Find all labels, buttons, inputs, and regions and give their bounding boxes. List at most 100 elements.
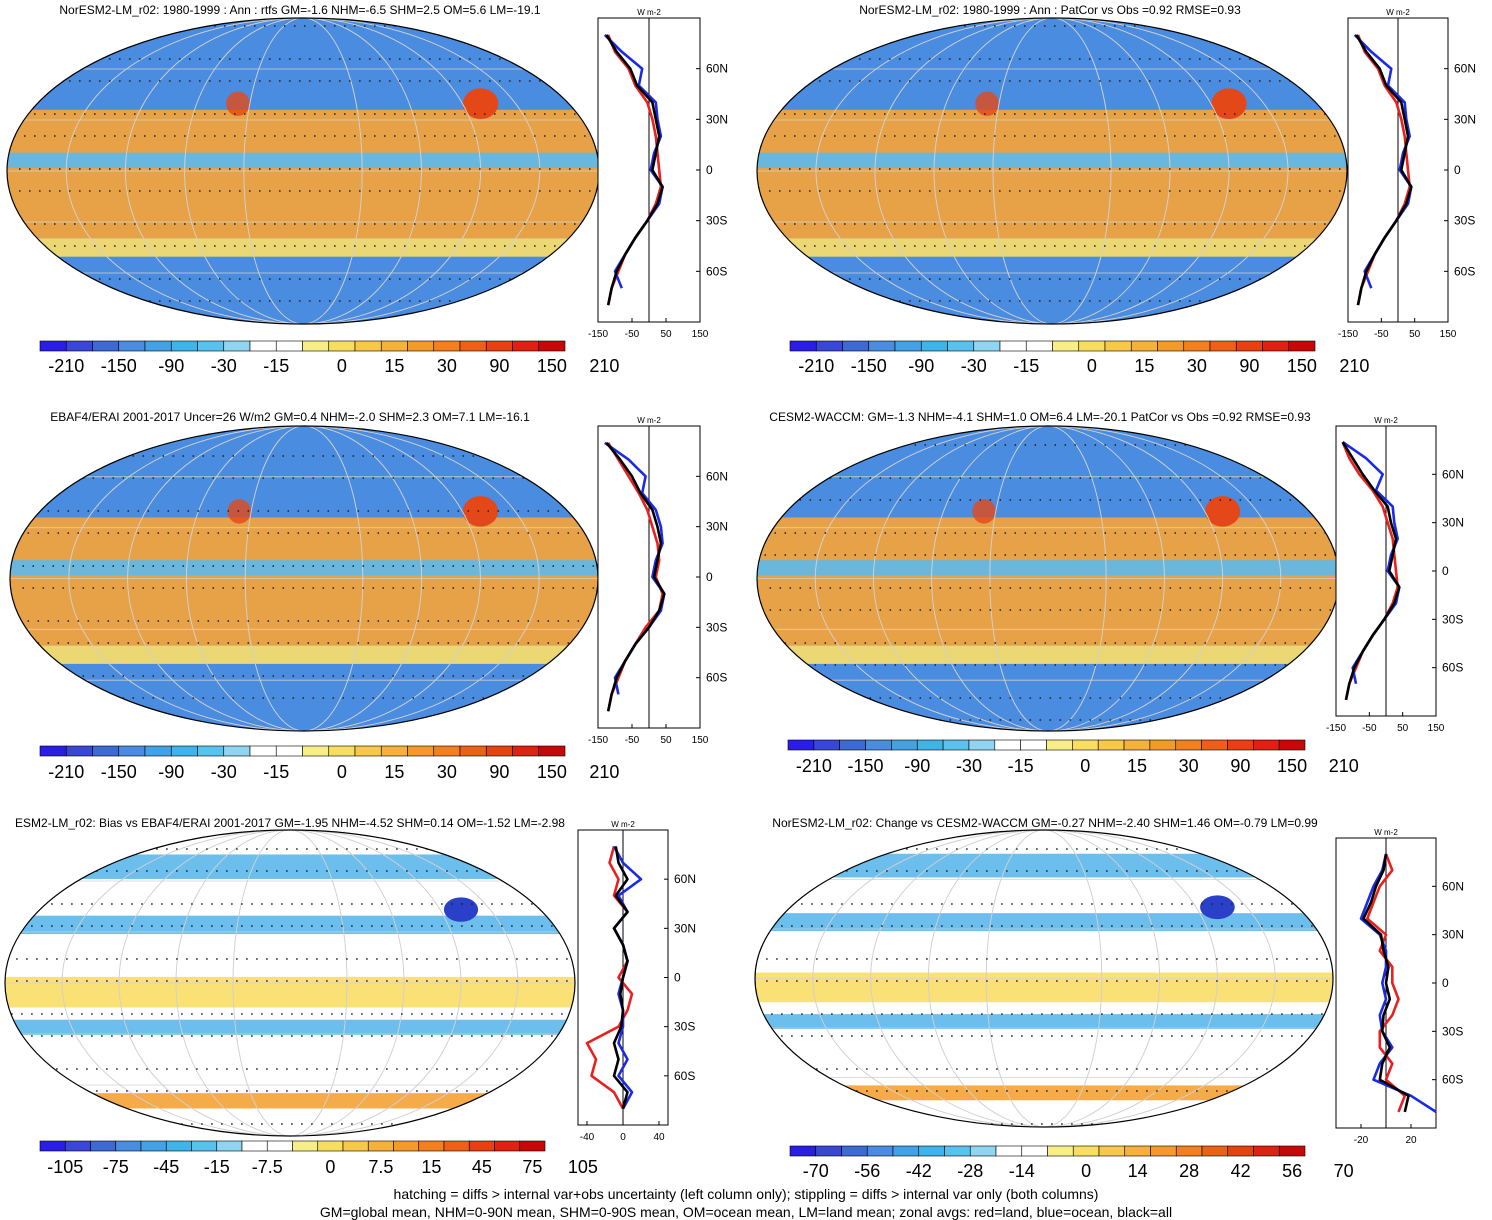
colorbar-label: 0 xyxy=(1081,1161,1091,1181)
colorbar-swatch xyxy=(249,745,277,757)
colorbar-swatch xyxy=(64,1140,91,1152)
colorbar-label: -150 xyxy=(101,356,137,376)
profile-ytick-label: 30S xyxy=(706,214,727,228)
colorbar-swatch xyxy=(969,1145,997,1157)
map-field xyxy=(755,830,1333,1127)
colorbar-label: 90 xyxy=(489,356,509,376)
colorbar-label: 105 xyxy=(568,1157,598,1177)
colorbar-swatch xyxy=(892,1145,920,1157)
colorbar-label: -14 xyxy=(1009,1161,1035,1181)
zonal-profile: W m-2 60N 30N 0 30S 60S -150 -50 50 150 xyxy=(588,416,728,746)
gulf-stream-maximum xyxy=(462,496,499,527)
colorbar-swatch xyxy=(973,340,1001,352)
colorbar-label: 15 xyxy=(1134,356,1154,376)
kuroshio-maximum xyxy=(227,499,252,524)
colorbar-label: -210 xyxy=(798,356,834,376)
profile-xtick-label: 40 xyxy=(653,1132,665,1143)
colorbar-label: -90 xyxy=(908,356,934,376)
map-outline xyxy=(754,829,1334,1128)
colorbar-swatch xyxy=(170,745,198,757)
colorbar-swatch xyxy=(891,739,918,751)
colorbar-label: -30 xyxy=(211,762,237,782)
subtropical-band xyxy=(10,645,598,664)
colorbar-label: 15 xyxy=(384,356,404,376)
footnote-abbreviations: GM=global mean, NHM=0-90N mean, SHM=0-90… xyxy=(319,1204,1173,1220)
colorbar-label: 30 xyxy=(437,356,457,376)
map-field xyxy=(757,18,1347,324)
profile-ytick-label: 30N xyxy=(706,520,728,534)
south-tropical-band xyxy=(5,1019,575,1036)
tropical-band xyxy=(757,109,1347,239)
colorbar-swatch xyxy=(468,1140,495,1152)
colorbar-swatch xyxy=(354,340,382,352)
colorbar-swatch xyxy=(249,340,277,352)
colorbar-swatch xyxy=(380,340,408,352)
colorbar-label: -30 xyxy=(211,356,237,376)
colorbar-swatch xyxy=(1046,739,1073,751)
colorbar-swatch xyxy=(947,340,975,352)
profile-xtick-label: 150 xyxy=(1428,723,1445,734)
longitude-line xyxy=(124,18,482,324)
map-field xyxy=(757,426,1339,731)
colorbar: -105 -75 -45 -15 -7.5 0 7.5 15 45 75 105 xyxy=(39,1140,598,1177)
colorbar-swatch xyxy=(1201,1145,1229,1157)
colorbar-swatch xyxy=(1288,340,1316,352)
colorbar-swatch xyxy=(118,340,146,352)
colorbar-label: 28 xyxy=(1179,1161,1199,1181)
profile-ytick-label: 0 xyxy=(1442,976,1449,990)
colorbar-swatch xyxy=(92,340,120,352)
colorbar-swatch xyxy=(787,739,815,751)
colorbar-swatch xyxy=(1021,1145,1048,1157)
colorbar-swatch xyxy=(894,340,922,352)
panel-3: EBAF4/ERAI 2001-2017 Uncer=26 W/m2 GM=0.… xyxy=(9,410,728,782)
profile-ytick-label: 30S xyxy=(1442,612,1463,626)
colorbar-swatch xyxy=(1124,1145,1151,1157)
colorbar-label: 0 xyxy=(1087,356,1097,376)
colorbar-label: -90 xyxy=(904,756,930,776)
colorbar-label: -70 xyxy=(803,1161,829,1181)
tropical-band xyxy=(10,517,598,646)
profile-ytick-label: 30N xyxy=(1442,516,1464,530)
colorbar-label: -75 xyxy=(103,1157,129,1177)
colorbar-swatch xyxy=(1175,1145,1203,1157)
colorbar-swatch xyxy=(918,1145,945,1157)
colorbar-swatch xyxy=(944,1145,971,1157)
colorbar-swatch xyxy=(65,745,93,757)
colorbar-label: 150 xyxy=(1277,756,1307,776)
subtropical-band xyxy=(757,645,1339,664)
longitude-line xyxy=(874,18,1230,324)
colorbar-swatch xyxy=(1072,739,1099,751)
equatorial-band xyxy=(757,560,1339,576)
colorbar-swatch xyxy=(538,745,566,757)
profile-ytick-label: 30N xyxy=(674,921,696,935)
colorbar-swatch xyxy=(317,1140,344,1152)
colorbar: -210 -150 -90 -30 -15 0 15 30 90 150 210 xyxy=(39,745,619,782)
profile-line-all xyxy=(605,441,666,712)
longitude-line xyxy=(928,830,1161,1127)
colorbar-swatch xyxy=(65,340,93,352)
profile-unit-label: W m-2 xyxy=(1374,416,1398,425)
profile-line-all xyxy=(1341,441,1401,701)
gulf-stream-anomaly xyxy=(1200,895,1235,920)
longitude-line xyxy=(127,426,481,731)
colorbar-swatch xyxy=(216,1140,243,1152)
colorbar-swatch xyxy=(916,739,944,751)
colorbar-swatch xyxy=(512,340,540,352)
longitude-line xyxy=(243,18,363,324)
colorbar: -210 -150 -90 -30 -15 0 15 30 90 150 210 xyxy=(787,739,1359,776)
colorbar-label: -45 xyxy=(153,1157,179,1177)
zonal-profile: W m-2 60N 30N 0 30S 60S -150 -50 50 150 xyxy=(1338,8,1476,340)
colorbar-label: 7.5 xyxy=(368,1157,393,1177)
colorbar-swatch xyxy=(841,1145,868,1157)
colorbar-swatch xyxy=(1150,1145,1177,1157)
colorbar-swatch xyxy=(223,745,251,757)
colorbar-swatch xyxy=(144,340,172,352)
colorbar-swatch xyxy=(865,739,892,751)
colorbar-swatch xyxy=(789,340,817,352)
colorbar-swatch xyxy=(223,340,251,352)
colorbar-swatch xyxy=(815,1145,842,1157)
colorbar: -210 -150 -90 -30 -15 0 15 30 90 150 210 xyxy=(39,340,619,376)
colorbar-label: -30 xyxy=(961,356,987,376)
map-field xyxy=(5,830,575,1136)
colorbar-label: 14 xyxy=(1128,1161,1148,1181)
